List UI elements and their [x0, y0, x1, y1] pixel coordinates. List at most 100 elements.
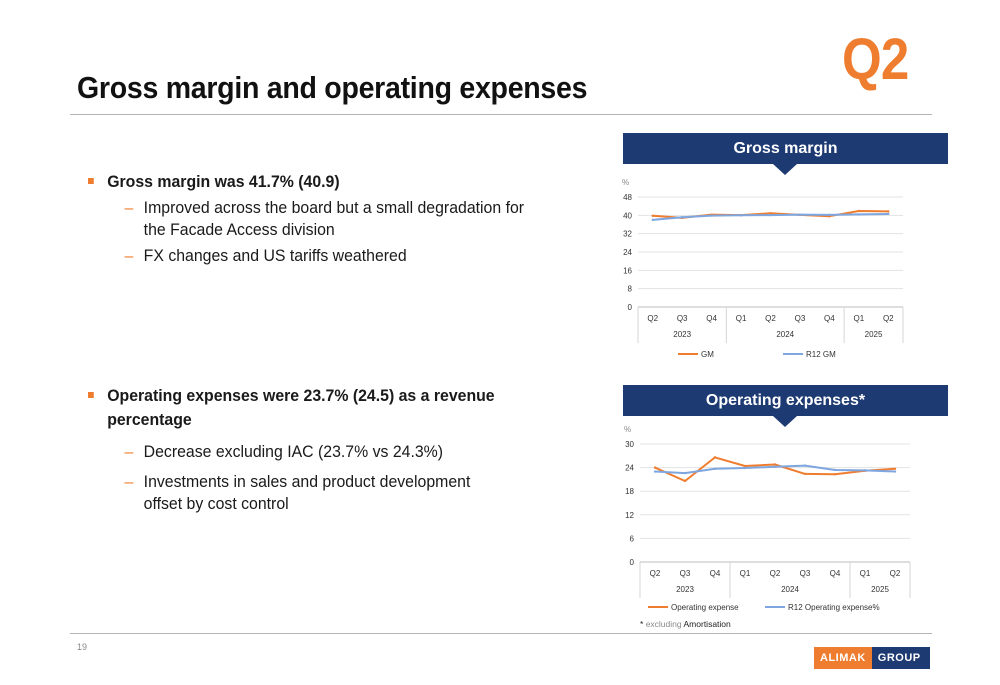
- x-tick-label: Q2: [883, 314, 894, 323]
- page-title: Gross margin and operating expenses: [77, 70, 588, 105]
- data-point: [863, 469, 867, 472]
- data-point: [683, 471, 687, 475]
- legend-label: GM: [701, 350, 714, 359]
- data-point: [857, 213, 861, 216]
- header-notch: [773, 164, 797, 175]
- data-point: [743, 466, 747, 470]
- bullet-main: Operating expenses were 23.7% (24.5) as …: [88, 384, 510, 432]
- x-tick-label: Q2: [650, 569, 661, 578]
- data-point: [653, 466, 657, 469]
- year-label: 2024: [781, 585, 799, 594]
- data-point: [710, 214, 713, 217]
- data-point: [651, 214, 654, 217]
- x-tick-label: Q2: [647, 314, 658, 323]
- data-point: [713, 456, 717, 459]
- operating-expenses-chart: % 0 6 12 18 24 30 Q2 Q3 Q4 Q1 Q2 Q3 Q4 Q1 Q2 2023 2024 202…: [624, 425, 911, 612]
- data-point: [833, 473, 837, 476]
- bullet-main-text: Gross margin was 41.7% (40.9): [107, 173, 340, 191]
- y-tick-label: 18: [625, 487, 634, 496]
- gross-margin-chart: % 0 8 16 24 32 40 48 Q2 Q3 Q4 Q1 Q2 Q3 Q4 Q1 Q2 2023 2024 2…: [622, 178, 904, 359]
- bullet-sub-text: Decrease excluding IAC (23.7% vs 24.3%): [143, 443, 444, 461]
- year-label: 2024: [776, 330, 794, 339]
- data-point: [887, 210, 890, 213]
- data-point: [769, 213, 772, 217]
- x-tick-label: Q4: [710, 569, 721, 578]
- y-tick-label: 24: [623, 248, 632, 257]
- bullet-sub: – FX changes and US tariffs weathered: [88, 245, 530, 267]
- year-label: 2025: [865, 330, 883, 339]
- data-point: [803, 464, 807, 467]
- data-point: [893, 467, 897, 470]
- footnote-muted: excluding: [645, 619, 682, 629]
- x-tick-label: Q1: [853, 314, 864, 323]
- footnote-rest: Amortisation: [683, 619, 731, 629]
- legend-label: R12 Operating expense%: [788, 603, 880, 612]
- y-tick-label: 0: [628, 303, 633, 312]
- y-unit-label: %: [624, 425, 631, 434]
- header-divider: [70, 114, 932, 115]
- y-unit-label: %: [622, 178, 629, 187]
- page-number: 19: [77, 642, 88, 652]
- bullet-main-text: Operating expenses were 23.7% (24.5) as …: [107, 387, 495, 429]
- y-tick-label: 30: [625, 440, 634, 449]
- data-point: [887, 212, 890, 216]
- bullet-sub-text: Improved across the board but a small de…: [143, 199, 525, 239]
- dash-icon: –: [124, 473, 134, 491]
- data-point: [653, 470, 657, 473]
- dash-icon: –: [124, 247, 134, 265]
- data-point: [773, 463, 777, 466]
- bullet-sub-text: Investments in sales and product develop…: [143, 473, 471, 513]
- x-tick-label: Q2: [770, 569, 781, 578]
- data-point: [773, 465, 777, 469]
- footnote-star: *: [640, 619, 644, 629]
- series-line-primary: [654, 456, 896, 482]
- y-tick-label: 12: [625, 511, 634, 520]
- legend-label: Operating expense: [671, 603, 739, 612]
- data-point: [743, 464, 747, 468]
- year-label: 2023: [673, 330, 691, 339]
- data-point: [680, 215, 684, 219]
- x-tick-label: Q4: [706, 314, 717, 323]
- gross-margin-bullets: Gross margin was 41.7% (40.9) – Improved…: [88, 170, 548, 267]
- bullet-sub-text: FX changes and US tariffs weathered: [143, 247, 407, 265]
- operating-expense-bullets: Operating expenses were 23.7% (24.5) as …: [88, 384, 528, 515]
- gross-margin-header: Gross margin: [623, 133, 948, 175]
- x-tick-label: Q3: [795, 314, 806, 323]
- operating-expenses-header: Operating expenses*: [623, 385, 948, 427]
- chart-title: Gross margin: [733, 140, 838, 157]
- x-tick-label: Q2: [765, 314, 776, 323]
- y-tick-label: 8: [628, 285, 633, 294]
- y-tick-label: 32: [623, 230, 632, 239]
- data-point: [803, 472, 807, 476]
- year-label: 2023: [676, 585, 694, 594]
- data-point: [739, 214, 743, 217]
- footnote: * excluding Amortisation: [640, 619, 731, 629]
- data-point: [713, 467, 717, 470]
- logo-part-2: GROUP: [871, 647, 930, 669]
- quarter-badge: Q2: [842, 27, 909, 92]
- x-tick-label: Q3: [680, 569, 691, 578]
- y-tick-label: 48: [623, 193, 632, 202]
- y-tick-label: 0: [630, 558, 635, 567]
- y-tick-label: 6: [630, 534, 635, 543]
- data-point: [857, 209, 861, 213]
- y-tick-label: 24: [625, 464, 634, 473]
- data-point: [828, 213, 831, 217]
- bullet-square-icon: [88, 178, 94, 184]
- x-tick-label: Q1: [860, 569, 871, 578]
- bullet-main: Gross margin was 41.7% (40.9): [88, 170, 530, 194]
- data-point: [833, 468, 837, 472]
- x-tick-label: Q2: [890, 569, 901, 578]
- bullet-sub: – Investments in sales and product devel…: [88, 471, 510, 515]
- legend-label: R12 GM: [806, 350, 836, 359]
- bullet-sub: – Improved across the board but a small …: [88, 197, 530, 241]
- footer-divider: [70, 633, 932, 634]
- x-tick-label: Q4: [830, 569, 841, 578]
- data-point: [683, 479, 687, 483]
- data-point: [798, 213, 802, 216]
- header-notch: [773, 416, 797, 427]
- data-point: [893, 470, 897, 473]
- x-tick-label: Q4: [824, 314, 835, 323]
- data-point: [769, 212, 772, 215]
- year-label: 2025: [871, 585, 889, 594]
